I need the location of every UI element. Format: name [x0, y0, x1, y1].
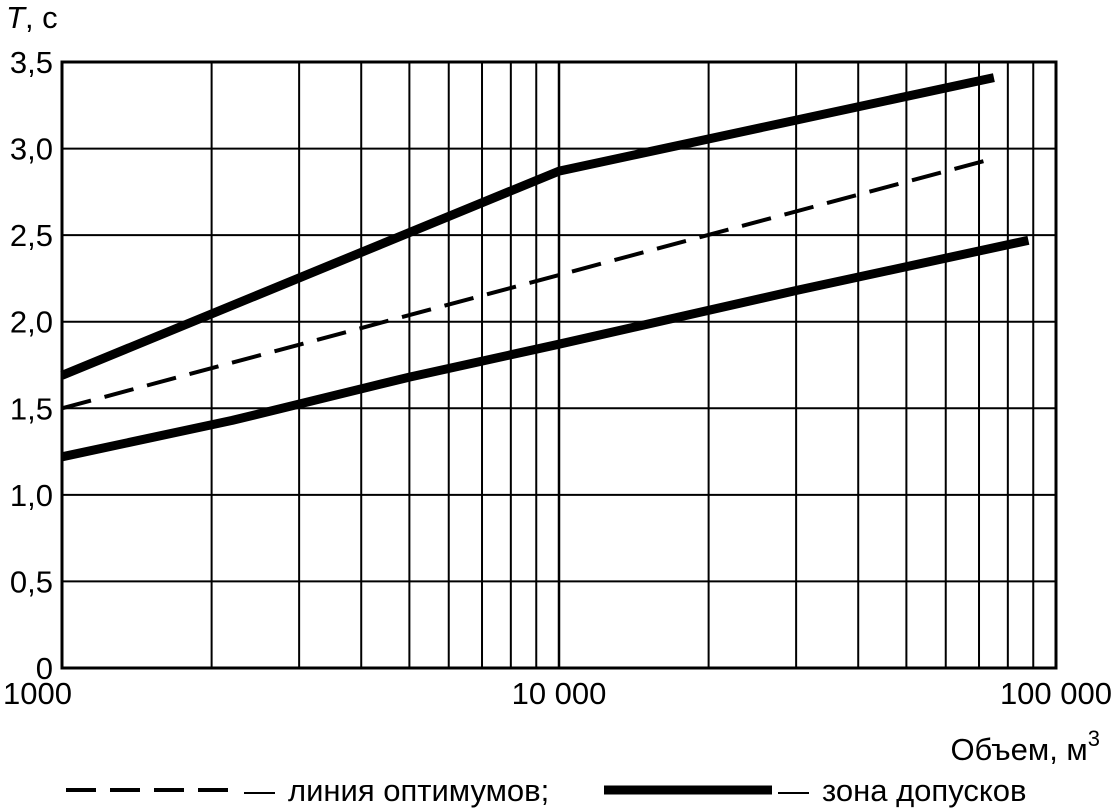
x-tick-label: 100 000	[1000, 676, 1112, 711]
y-tick-label: 3,5	[10, 45, 53, 80]
y-tick-label: 2,0	[10, 305, 53, 340]
legend: — линия оптимумов; — зона допусков	[66, 773, 1026, 808]
x-tick-label: 10 000	[512, 676, 607, 711]
series-line-tolerance-0	[60, 73, 995, 380]
grid	[60, 61, 1058, 669]
legend-label-optimum: линия оптимумов;	[288, 773, 549, 808]
x-tick-label: 1000	[3, 676, 72, 711]
series-line-optimum	[61, 158, 986, 411]
legend-separator: —	[778, 773, 809, 808]
y-tick-labels: 0 0,5 1,0 1,5 2,0 2,5 3,0 3,5	[10, 45, 53, 686]
y-tick-label: 0,5	[10, 564, 53, 599]
y-tick-label: 0	[36, 651, 53, 686]
y-tick-label: 1,0	[10, 478, 53, 513]
x-tick-labels: 1000 10 000 100 000	[3, 676, 1112, 711]
y-tick-label: 2,5	[10, 218, 53, 253]
y-axis-title: T, с	[6, 0, 58, 35]
series-line-tolerance-2	[61, 235, 1030, 462]
legend-separator: —	[244, 773, 275, 808]
legend-item-tolerance: — зона допусков	[604, 773, 1026, 808]
y-tick-label: 3,0	[10, 132, 53, 167]
plot-frame	[60, 60, 1058, 670]
legend-label-tolerance: зона допусков	[822, 773, 1026, 808]
x-axis-title: Объем, м3	[950, 726, 1100, 767]
series-group	[60, 73, 1030, 462]
legend-item-optimum: — линия оптимумов;	[66, 773, 549, 808]
y-tick-label: 1,5	[10, 391, 53, 426]
